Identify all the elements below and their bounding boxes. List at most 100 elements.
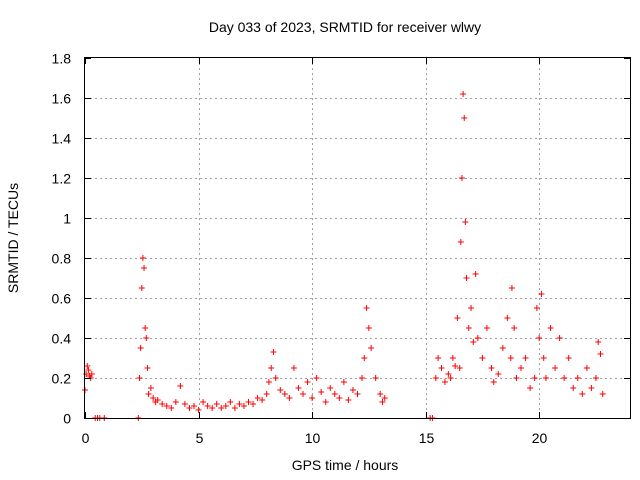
- data-point: [88, 371, 95, 377]
- x-tick-label: 15: [419, 430, 435, 446]
- data-point: [488, 365, 495, 371]
- data-point: [465, 325, 472, 331]
- data-point: [143, 335, 150, 341]
- data-point: [368, 345, 375, 351]
- data-point: [277, 387, 284, 393]
- data-point: [281, 391, 288, 397]
- data-point: [227, 399, 234, 405]
- data-point: [168, 405, 175, 411]
- x-axis-label: GPS time / hours: [292, 457, 399, 473]
- data-point: [460, 91, 467, 97]
- data-point: [458, 175, 465, 181]
- data-point: [457, 239, 464, 245]
- data-point: [300, 391, 306, 397]
- data-point: [540, 355, 547, 361]
- x-tick-label: 5: [196, 430, 204, 446]
- data-point: [504, 315, 511, 321]
- data-point: [218, 405, 225, 411]
- data-point: [447, 375, 454, 381]
- data-point: [340, 379, 347, 385]
- data-point: [441, 379, 448, 385]
- data-point: [222, 403, 229, 409]
- data-point: [136, 375, 143, 381]
- data-point: [322, 399, 329, 405]
- data-point: [597, 351, 604, 357]
- data-point: [574, 375, 581, 381]
- data-point: [579, 391, 586, 397]
- data-point: [304, 379, 311, 385]
- data-point: [138, 285, 145, 291]
- data-point: [470, 339, 477, 345]
- data-point: [331, 391, 338, 397]
- data-point: [538, 291, 545, 297]
- data-point: [263, 391, 270, 397]
- data-point: [372, 375, 379, 381]
- data-point: [456, 365, 463, 371]
- y-tick-label: 0.6: [52, 291, 72, 307]
- data-point: [250, 401, 257, 407]
- data-point: [286, 395, 293, 401]
- data-point: [432, 375, 439, 381]
- data-point: [511, 325, 518, 331]
- y-tick-label: 1.4: [52, 131, 72, 147]
- data-point: [499, 345, 506, 351]
- y-tick-label: 0.4: [52, 331, 72, 347]
- data-point: [144, 365, 151, 371]
- data-point: [561, 375, 568, 381]
- data-point: [245, 399, 252, 405]
- x-tick-label: 10: [305, 430, 321, 446]
- data-point: [468, 305, 475, 311]
- data-point: [359, 375, 366, 381]
- data-point: [379, 399, 386, 405]
- data-point: [318, 389, 325, 395]
- data-point: [186, 405, 193, 411]
- data-point: [513, 375, 520, 381]
- plot-frame: [84, 57, 631, 419]
- data-point: [145, 391, 152, 397]
- data-point: [556, 335, 563, 341]
- data-point: [522, 355, 529, 361]
- data-point: [213, 401, 220, 407]
- data-point: [452, 363, 459, 369]
- data-point: [268, 365, 275, 371]
- data-point: [204, 403, 211, 409]
- data-point: [449, 355, 456, 361]
- data-point: [461, 115, 468, 121]
- data-point: [592, 375, 599, 381]
- data-point: [191, 403, 197, 409]
- y-tick-label: 0.8: [52, 251, 72, 267]
- data-point: [507, 355, 514, 361]
- data-point: [547, 325, 554, 331]
- data-point: [363, 305, 370, 311]
- y-tick-label: 1.8: [52, 51, 72, 67]
- data-point: [231, 405, 238, 411]
- y-tick-label: 1.2: [52, 171, 72, 187]
- data-point: [381, 395, 388, 401]
- data-point: [142, 325, 149, 331]
- data-points: [82, 91, 606, 421]
- data-point: [552, 365, 559, 371]
- data-point: [270, 349, 277, 355]
- data-point: [495, 371, 502, 377]
- y-tick-label: 0.2: [52, 371, 72, 387]
- data-point: [518, 365, 524, 371]
- data-point: [479, 355, 486, 361]
- data-point: [259, 397, 266, 403]
- data-point: [536, 335, 543, 341]
- x-tick-label: 0: [82, 430, 90, 446]
- data-point: [565, 355, 572, 361]
- data-point: [254, 395, 261, 401]
- data-point: [139, 255, 146, 261]
- data-point: [595, 339, 602, 345]
- data-point: [150, 395, 157, 401]
- data-point: [85, 367, 92, 373]
- grid: [85, 58, 630, 418]
- data-point: [462, 219, 469, 225]
- data-point: [463, 275, 470, 281]
- y-tick-label: 0: [63, 411, 71, 427]
- data-point: [309, 395, 316, 401]
- data-point: [365, 325, 372, 331]
- data-point: [454, 315, 461, 321]
- data-point: [583, 365, 590, 371]
- data-point: [361, 355, 368, 361]
